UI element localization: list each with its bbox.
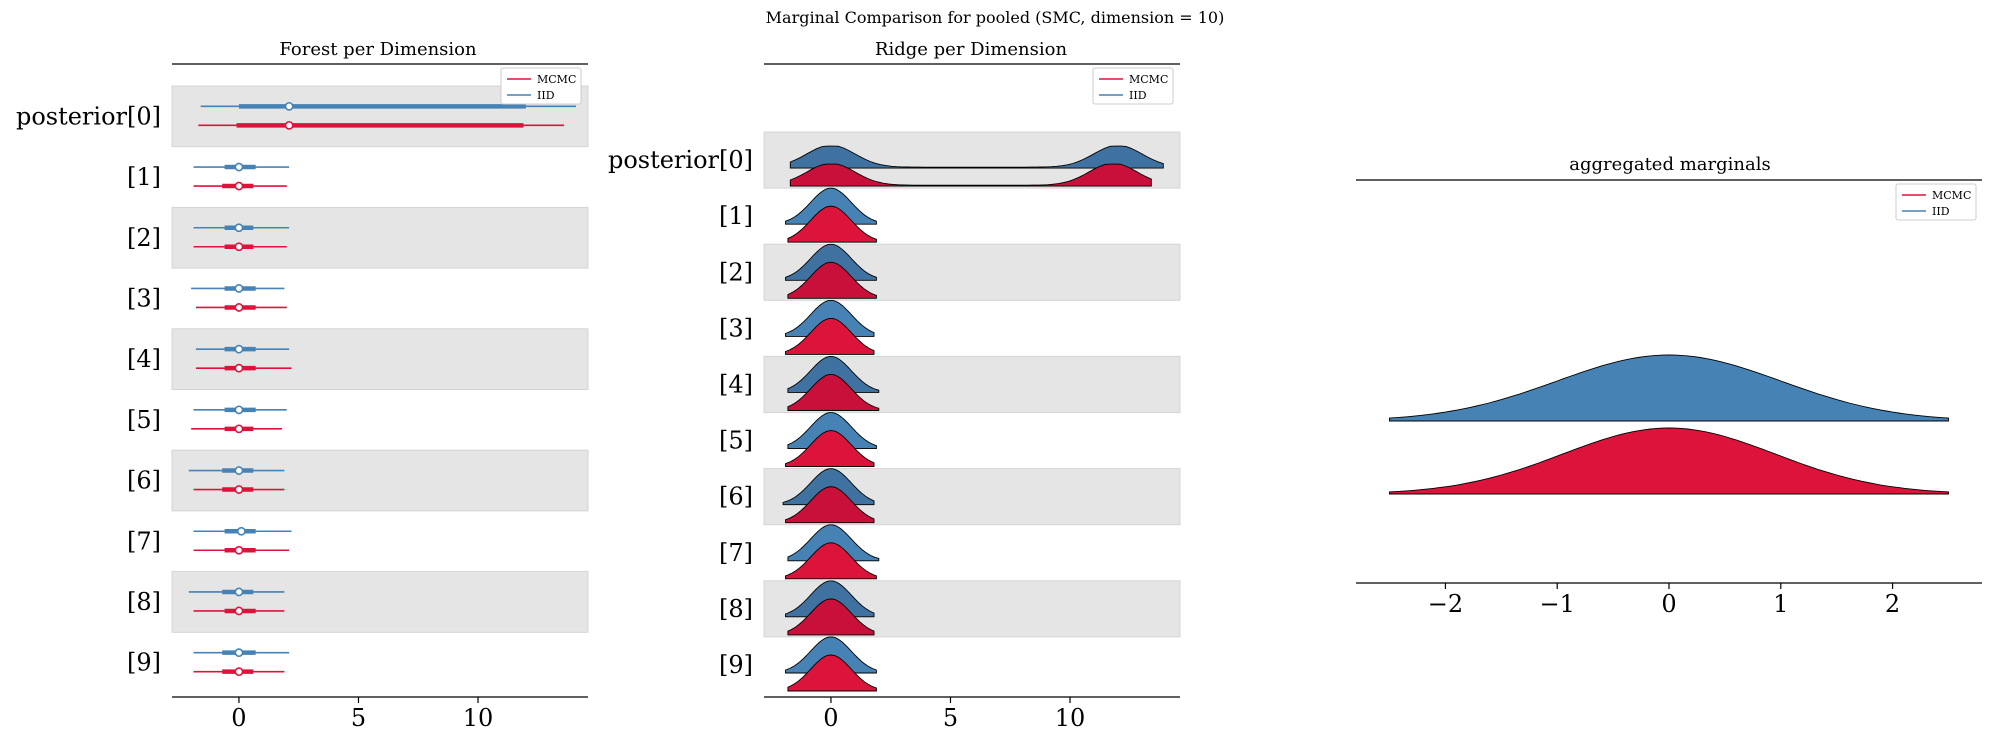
forest-row-label-1: [1] bbox=[127, 163, 161, 191]
forest-row-label-3: [3] bbox=[127, 284, 161, 312]
ridge-legend-label-mcmc: MCMC bbox=[1129, 73, 1168, 86]
ridge-legend: MCMC IID bbox=[1092, 67, 1174, 105]
ridge-row-label-3: [3] bbox=[719, 314, 753, 342]
ridge-row-label-1: [1] bbox=[719, 202, 753, 230]
ridge-x-tick-label-2: 10 bbox=[1055, 704, 1086, 732]
ridge-title: Ridge per Dimension bbox=[875, 39, 1068, 60]
aggregated-x-tick-label-3: 1 bbox=[1773, 590, 1788, 618]
aggregated-legend-label-iid: IID bbox=[1932, 205, 1950, 218]
forest-iid-median-7 bbox=[236, 526, 246, 536]
forest-mcmc-median-3 bbox=[234, 303, 244, 312]
forest-marks bbox=[188, 101, 577, 677]
ridge-row-label-4: [4] bbox=[719, 370, 753, 398]
ridge-mcmc-4 bbox=[787, 374, 880, 411]
ridge-row-label-6: [6] bbox=[719, 483, 753, 511]
forest-iid-median-6 bbox=[234, 466, 244, 475]
ridge-mcmc-5 bbox=[785, 430, 875, 468]
forest-row-label-4: [4] bbox=[127, 345, 161, 373]
ridge-x-tick-label-0: 0 bbox=[823, 704, 838, 732]
forest-mcmc-median-6 bbox=[234, 485, 244, 494]
aggregated-legend: MCMC IID bbox=[1895, 183, 1977, 221]
forest-row-label-6: [6] bbox=[127, 467, 161, 495]
ridge-row-label-7: [7] bbox=[719, 539, 753, 567]
ridge-row-labels: posterior[0] [1] [2] [3] [4] [5] [6] [7] [8] [9] bbox=[608, 146, 753, 679]
forest-mcmc-median-2 bbox=[234, 242, 244, 252]
forest-title: Forest per Dimension bbox=[279, 39, 477, 60]
forest-iid-median-1 bbox=[234, 162, 244, 172]
forest-row-label-0: posterior[0] bbox=[16, 102, 161, 130]
forest-iid-median-2 bbox=[234, 223, 244, 233]
forest-band-8 bbox=[171, 571, 589, 633]
forest-row-label-5: [5] bbox=[127, 406, 161, 434]
forest-row-label-9: [9] bbox=[127, 649, 161, 677]
ridge-row-label-8: [8] bbox=[719, 595, 753, 623]
forest-band-4 bbox=[171, 328, 589, 390]
aggregated-x-tick-label-0: −2 bbox=[1428, 590, 1463, 618]
ridge-row-label-5: [5] bbox=[719, 427, 753, 455]
aggregated-x-tick-label-2: 0 bbox=[1661, 590, 1676, 618]
ridge-panel: Ridge per Dimension posterior[0] [1] [2] [3… bbox=[608, 39, 1181, 732]
forest-row-label-8: [8] bbox=[127, 588, 161, 616]
aggregated-panel: aggregated marginals −2 −1 0 1 2 MCMC IID bbox=[1356, 154, 1982, 618]
forest-x-tick-label-2: 10 bbox=[463, 704, 494, 732]
ridge-mcmc-0 bbox=[789, 163, 1152, 187]
forest-band-6 bbox=[171, 449, 589, 512]
forest-panel: Forest per Dimension posterior[0] [1] [2] [… bbox=[16, 39, 589, 732]
forest-legend-label-iid: IID bbox=[537, 89, 555, 102]
forest-x-tick-label-0: 0 bbox=[231, 704, 246, 732]
aggregated-ridge-iid bbox=[1389, 354, 1949, 422]
ridge-mcmc-9 bbox=[787, 654, 877, 692]
forest-row-label-7: [7] bbox=[127, 527, 161, 555]
ridge-marks bbox=[782, 145, 1164, 692]
forest-x-ticks: 0 5 10 bbox=[231, 697, 493, 732]
forest-mcmc-median-8 bbox=[234, 606, 244, 616]
aggregated-x-tick-label-1: −1 bbox=[1540, 590, 1575, 618]
forest-band-2 bbox=[171, 206, 589, 269]
forest-x-tick-label-1: 5 bbox=[351, 704, 366, 732]
forest-legend: MCMC IID bbox=[500, 67, 582, 105]
ridge-row-label-0: posterior[0] bbox=[608, 146, 753, 174]
forest-iid-median-5 bbox=[234, 405, 244, 415]
ridge-row-label-2: [2] bbox=[719, 258, 753, 286]
ridge-mcmc-7 bbox=[785, 542, 877, 580]
forest-iid-median-8 bbox=[234, 587, 244, 597]
ridge-mcmc-1 bbox=[787, 205, 877, 243]
aggregated-legend-label-mcmc: MCMC bbox=[1932, 189, 1971, 202]
aggregated-ridge-mcmc bbox=[1389, 427, 1949, 495]
aggregated-marks bbox=[1389, 354, 1949, 495]
forest-iid-median-3 bbox=[234, 284, 244, 293]
aggregated-x-tick-label-4: 2 bbox=[1885, 590, 1900, 618]
forest-legend-label-mcmc: MCMC bbox=[537, 73, 576, 86]
aggregated-x-ticks: −2 −1 0 1 2 bbox=[1428, 583, 1900, 618]
ridge-legend-label-iid: IID bbox=[1129, 89, 1147, 102]
forest-row-label-2: [2] bbox=[127, 224, 161, 252]
forest-row-labels: posterior[0] [1] [2] [3] [4] [5] [6] [7] [8] [9] bbox=[16, 102, 161, 676]
ridge-mcmc-6 bbox=[785, 486, 875, 524]
forest-iid-median-9 bbox=[234, 648, 244, 658]
ridge-mcmc-3 bbox=[785, 317, 875, 355]
ridge-mcmc-8 bbox=[787, 598, 875, 636]
forest-mcmc-median-1 bbox=[234, 181, 244, 191]
ridge-x-ticks: 0 5 10 bbox=[823, 697, 1085, 732]
forest-bands bbox=[171, 85, 589, 633]
forest-mcmc-median-7 bbox=[234, 545, 244, 555]
forest-mcmc-median-0 bbox=[284, 120, 294, 130]
forest-mcmc-median-9 bbox=[234, 667, 244, 677]
forest-mcmc-median-4 bbox=[234, 363, 244, 373]
forest-iid-median-0 bbox=[284, 101, 294, 111]
forest-iid-median-4 bbox=[234, 344, 244, 354]
forest-mcmc-median-5 bbox=[234, 424, 244, 434]
suptitle: Marginal Comparison for pooled (SMC, dim… bbox=[766, 8, 1225, 27]
ridge-x-tick-label-1: 5 bbox=[943, 704, 958, 732]
ridge-row-label-9: [9] bbox=[719, 651, 753, 679]
aggregated-title: aggregated marginals bbox=[1569, 154, 1770, 175]
ridge-mcmc-2 bbox=[787, 261, 877, 299]
